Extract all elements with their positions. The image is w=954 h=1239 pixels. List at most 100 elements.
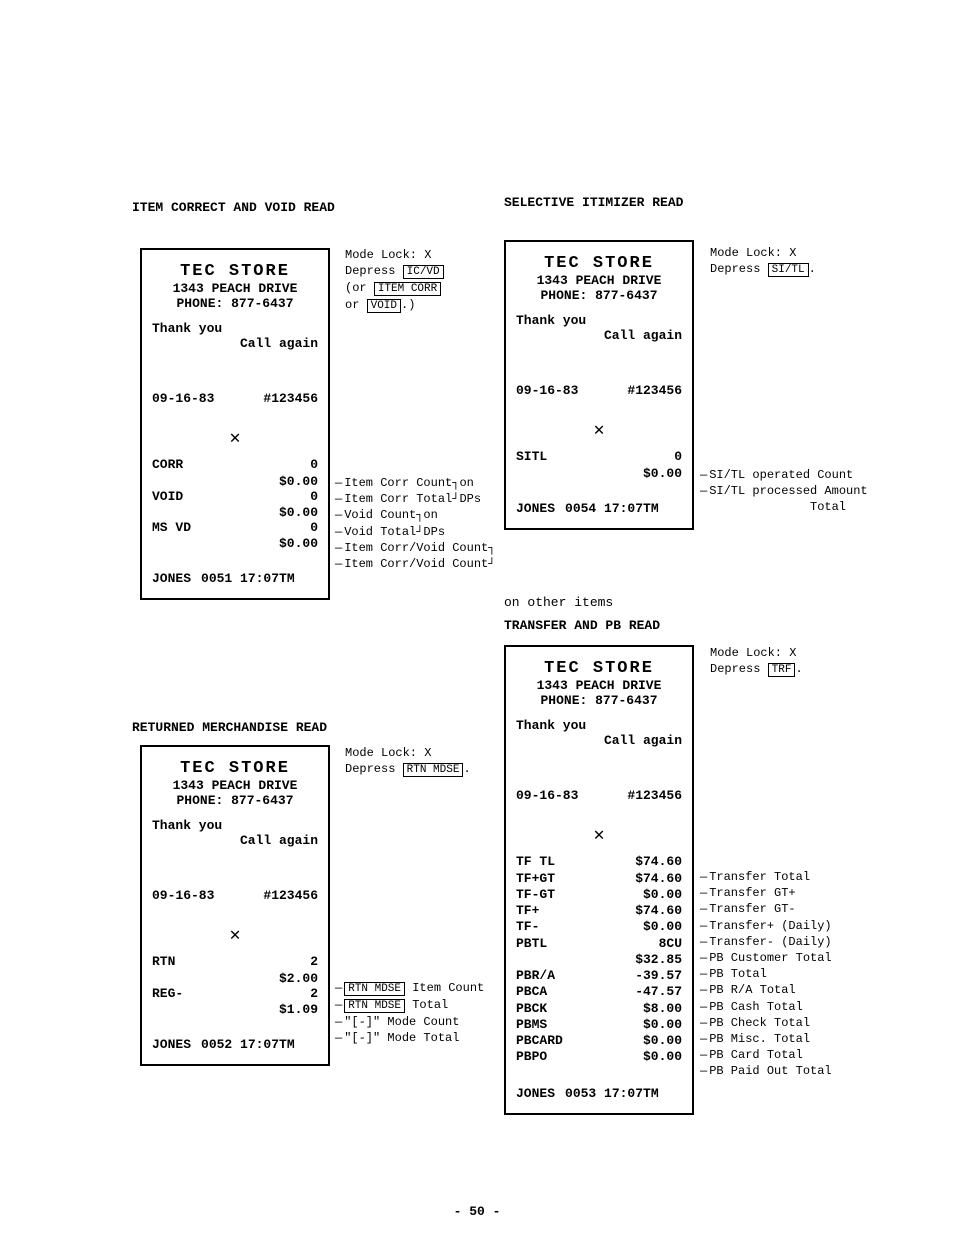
pb-row: TF+ $74.60 bbox=[516, 903, 682, 919]
store-name: TEC STORE bbox=[516, 659, 682, 678]
pb-row: PBTL8CU bbox=[516, 936, 682, 952]
anno-text: PB Paid Out Total bbox=[700, 1063, 832, 1079]
anno-text: Total bbox=[405, 998, 448, 1012]
thank-you: Thank you bbox=[516, 313, 682, 328]
store-addr: 1343 PEACH DRIVE bbox=[152, 281, 318, 296]
annotations-receipt2: RTN MDSE Item Count RTN MDSE Total "[-]"… bbox=[335, 980, 484, 1046]
depress-label: Depress bbox=[710, 262, 760, 276]
store-name: TEC STORE bbox=[152, 262, 318, 281]
row-label: TF TL bbox=[516, 854, 555, 870]
row-amount: $2.00 bbox=[152, 971, 318, 986]
row-value: $0.00 bbox=[643, 1033, 682, 1049]
row-label: PBCK bbox=[516, 1001, 547, 1017]
thank-you: Thank you bbox=[516, 718, 682, 733]
anno-text: Total bbox=[810, 500, 846, 514]
notes-receipt3-top: Mode Lock: X Depress SI/TL. bbox=[710, 245, 816, 278]
row-label: TF+ bbox=[516, 903, 539, 919]
row-amount: $0.00 bbox=[152, 474, 318, 489]
anno-text: Transfer+ (Daily) bbox=[700, 918, 832, 934]
receipt-num: #123456 bbox=[627, 788, 682, 804]
row-label: RTN bbox=[152, 954, 175, 970]
anno-text: Transfer- (Daily) bbox=[700, 934, 832, 950]
anno-text: Item Corr Count bbox=[344, 476, 452, 490]
receipt-selective-itimizer: TEC STORE 1343 PEACH DRIVE PHONE: 877-64… bbox=[504, 240, 694, 530]
anno-text: PB Cash Total bbox=[700, 999, 832, 1015]
store-addr: 1343 PEACH DRIVE bbox=[516, 678, 682, 693]
anno-text: PB Card Total bbox=[700, 1047, 832, 1063]
receipt-num: #123456 bbox=[627, 383, 682, 399]
row-label: TF+GT bbox=[516, 871, 555, 887]
clerk-name: JONES bbox=[516, 501, 555, 516]
pb-row: PBCARD$0.00 bbox=[516, 1033, 682, 1049]
store-name: TEC STORE bbox=[516, 254, 682, 273]
row-value: $0.00 bbox=[643, 887, 682, 903]
row-count: 0 bbox=[310, 489, 318, 505]
page: ITEM CORRECT AND VOID READ SELECTIVE ITI… bbox=[0, 0, 954, 1239]
call-again: Call again bbox=[152, 833, 318, 848]
call-again: Call again bbox=[152, 336, 318, 351]
receipt-num: #123456 bbox=[263, 391, 318, 407]
pb-row: TF TL $74.60 bbox=[516, 854, 682, 870]
notes-receipt4-top: Mode Lock: X Depress TRF. bbox=[710, 645, 803, 678]
note-end: . bbox=[463, 762, 470, 776]
mode-lock-note: Mode Lock: X bbox=[710, 645, 803, 661]
row-value: $74.60 bbox=[635, 903, 682, 919]
anno-suffix: on bbox=[423, 508, 437, 522]
store-phone: PHONE: 877-6437 bbox=[152, 296, 318, 311]
row-label: PBCA bbox=[516, 984, 547, 1000]
receipt-date: 09-16-83 bbox=[152, 888, 214, 904]
store-phone: PHONE: 877-6437 bbox=[516, 288, 682, 303]
row-label: PBTL bbox=[516, 936, 547, 952]
receipt-date: 09-16-83 bbox=[516, 788, 578, 804]
note-end: .) bbox=[401, 298, 415, 312]
row-count: 0 bbox=[310, 520, 318, 536]
clerk-name: JONES bbox=[152, 1037, 191, 1052]
pb-row: TF+GT $74.60 bbox=[516, 871, 682, 887]
anno-text: Item Corr Total bbox=[344, 492, 452, 506]
keycap-icvd: IC/VD bbox=[403, 265, 444, 279]
row-amount: $0.00 bbox=[152, 536, 318, 551]
call-again: Call again bbox=[516, 733, 682, 748]
pb-row: TF-$0.00 bbox=[516, 919, 682, 935]
annotations-receipt1: Item Corr Count┐on Item Corr Total┘DPs V… bbox=[335, 475, 495, 572]
store-addr: 1343 PEACH DRIVE bbox=[152, 778, 318, 793]
seq-time: 0054 17:07TM bbox=[565, 501, 659, 516]
anno-text: Item Corr/Void Count bbox=[344, 557, 488, 571]
anno-text: PB Total bbox=[700, 966, 832, 982]
row-value: $74.60 bbox=[635, 871, 682, 887]
anno-text: PB Customer Total bbox=[700, 950, 832, 966]
keycap-rtn-mdse: RTN MDSE bbox=[344, 982, 405, 996]
anno-text: SI/TL processed Amount bbox=[709, 484, 867, 498]
row-amount: $1.09 bbox=[152, 1002, 318, 1017]
keycap-rtn-mdse: RTN MDSE bbox=[344, 999, 405, 1013]
pb-row: TF-GT$0.00 bbox=[516, 887, 682, 903]
section-title-returned-merchandise: RETURNED MERCHANDISE READ bbox=[132, 720, 327, 735]
notes-receipt1-top: Mode Lock: X Depress IC/VD (or ITEM CORR… bbox=[345, 247, 444, 314]
row-label: MS VD bbox=[152, 520, 191, 536]
anno-text: Void Count bbox=[344, 508, 416, 522]
x-mark-icon: ✕ bbox=[152, 924, 318, 946]
row-label: TF- bbox=[516, 919, 539, 935]
anno-text: PB Misc. Total bbox=[700, 1031, 832, 1047]
or-label: (or bbox=[345, 281, 367, 295]
call-again: Call again bbox=[516, 328, 682, 343]
keycap-rtn-mdse: RTN MDSE bbox=[403, 763, 464, 777]
note-end: . bbox=[795, 662, 802, 676]
anno-text: "[-]" Mode Total bbox=[344, 1031, 459, 1045]
receipt-item-correct-void: TEC STORE 1343 PEACH DRIVE PHONE: 877-64… bbox=[140, 248, 330, 600]
row-label: PBR/A bbox=[516, 968, 555, 984]
row-amount: $0.00 bbox=[152, 505, 318, 520]
on-other-items-note: on other items bbox=[504, 595, 613, 610]
store-name: TEC STORE bbox=[152, 759, 318, 778]
annotations-receipt4: Transfer TotalTransfer GT+Transfer GT-Tr… bbox=[700, 869, 832, 1079]
row-value: $8.00 bbox=[643, 1001, 682, 1017]
row-value: $74.60 bbox=[635, 854, 682, 870]
page-number: - 50 - bbox=[0, 1204, 954, 1219]
row-label: PBMS bbox=[516, 1017, 547, 1033]
receipt-date: 09-16-83 bbox=[516, 383, 578, 399]
annotations-receipt3: SI/TL operated Count SI/TL processed Amo… bbox=[700, 467, 868, 516]
row-count: 2 bbox=[310, 954, 318, 970]
pb-row: PBCK $8.00 bbox=[516, 1001, 682, 1017]
row-value: $0.00 bbox=[643, 1017, 682, 1033]
anno-text: Item Count bbox=[405, 981, 484, 995]
